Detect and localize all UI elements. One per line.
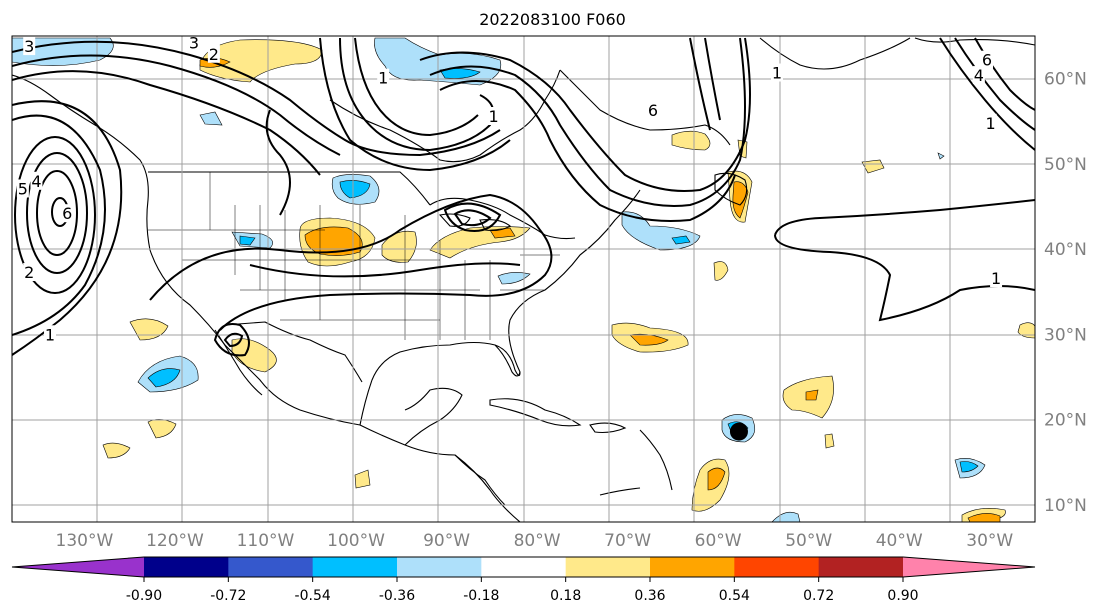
storm-marker	[729, 422, 748, 441]
colorbar-segment	[650, 557, 735, 577]
colorbar-label: 0.90	[887, 588, 918, 604]
latitude-labels: 60°N 50°N 40°N 30°N 20°N 10°N	[1044, 70, 1087, 516]
colorbar-segment	[228, 557, 314, 577]
contour-label-bg	[44, 325, 57, 344]
lon-label: 90°W	[423, 531, 470, 551]
contour-label: 2	[24, 263, 34, 282]
lon-label: 30°W	[966, 531, 1013, 551]
contour-label-bg	[487, 107, 500, 125]
contour-label-bg	[23, 37, 36, 56]
contour-label: 3	[189, 34, 199, 53]
contour-label-bg	[984, 113, 997, 132]
colorbar-label: 0.54	[719, 588, 750, 604]
lon-label: 80°W	[514, 531, 561, 551]
colorbar-label: -0.54	[295, 588, 331, 604]
contour-label-bg	[770, 63, 783, 82]
contour-label-bg	[972, 66, 985, 85]
colorbar-label: 0.18	[550, 588, 581, 604]
contour-label-bg	[207, 44, 220, 63]
colorbar-segment	[144, 557, 229, 577]
colorbar-label: -0.72	[210, 588, 246, 604]
colorbar-label: -0.18	[463, 588, 499, 604]
colorbar-segment	[312, 557, 398, 577]
lon-label: 100°W	[327, 531, 385, 551]
longitude-labels: 130°W 120°W 110°W 100°W 90°W 80°W 70°W 60°W 50°W…	[56, 531, 1014, 551]
contour-label: 1	[772, 64, 782, 83]
lon-label: 60°W	[695, 531, 742, 551]
colorbar-label: -0.36	[379, 588, 415, 604]
contour-label: 1	[45, 325, 55, 344]
grid-lines	[12, 36, 1035, 522]
shaded-anomalies	[12, 37, 1035, 522]
contour-label-bg	[990, 269, 1003, 287]
lon-label: 120°W	[146, 531, 204, 551]
colorbar: -0.90 -0.72 -0.54 -0.36 -0.18 0.18 0.36 0.54 0.7…	[11, 556, 1036, 604]
colorbar-label: 0.72	[803, 588, 834, 604]
contour-label: 1	[489, 107, 499, 126]
contour-label-bg	[981, 50, 994, 69]
colorbar-segment	[397, 557, 482, 577]
lon-label: 40°W	[876, 531, 923, 551]
lat-label: 30°N	[1044, 325, 1087, 345]
contour-label: 2	[209, 45, 219, 64]
contour-label: 6	[648, 101, 658, 120]
contour-label-bg	[646, 101, 659, 120]
contour-label: 1	[991, 269, 1001, 288]
lon-label: 50°W	[785, 531, 832, 551]
colorbar-segment	[481, 557, 567, 577]
map-frame	[11, 35, 1036, 523]
lon-label: 110°W	[237, 531, 295, 551]
contour-label: 4	[31, 172, 41, 191]
contour-label: 3	[24, 37, 34, 56]
contour-label: 1	[986, 114, 996, 133]
colorbar-segment	[734, 557, 820, 577]
contour-label: 6	[982, 51, 992, 70]
colorbar-extend-high	[903, 557, 1035, 577]
colorbar-label: 0.36	[634, 588, 665, 604]
contour-label-bg	[187, 36, 200, 52]
colorbar-segment	[565, 557, 651, 577]
lon-label: 70°W	[604, 531, 651, 551]
contour-label-bg	[23, 263, 36, 282]
lat-label: 10°N	[1044, 496, 1087, 516]
lat-label: 20°N	[1044, 411, 1087, 431]
map-title: 2022083100 F060	[479, 10, 626, 29]
contour-label: 1	[378, 69, 388, 88]
contour-label: 4	[974, 66, 984, 85]
contour-label: 5	[18, 179, 28, 198]
lat-label: 60°N	[1044, 70, 1087, 90]
lat-label: 50°N	[1044, 155, 1087, 175]
contour-label-bg	[16, 179, 29, 198]
contour-label-bg	[61, 204, 74, 223]
lon-label: 130°W	[56, 531, 114, 551]
contour-lines	[12, 37, 1035, 357]
contour-label-bg	[377, 68, 390, 87]
colorbar-segment	[818, 557, 904, 577]
lat-label: 40°N	[1044, 240, 1087, 260]
colorbar-extend-low	[12, 557, 144, 577]
contour-label: 6	[62, 204, 72, 223]
colorbar-label: -0.90	[126, 588, 162, 604]
contour-label-bg	[30, 171, 43, 190]
